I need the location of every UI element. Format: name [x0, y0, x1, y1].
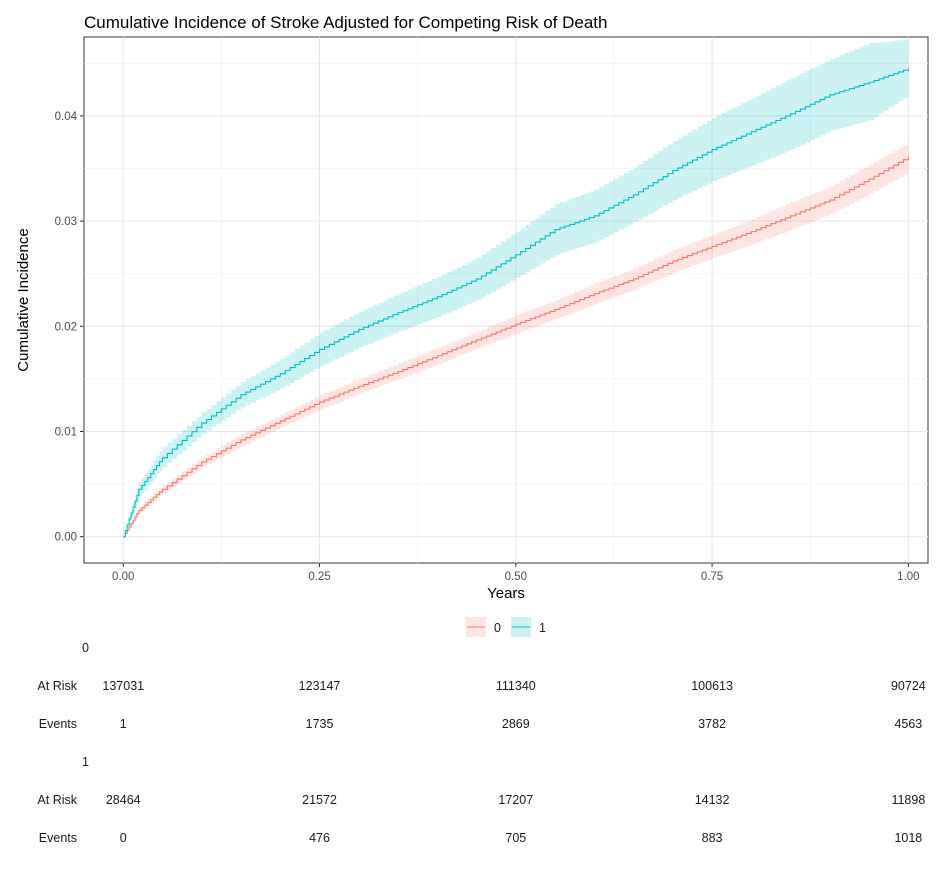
plot-panel — [83, 36, 929, 564]
y-tick-label: 0.03 — [55, 216, 77, 228]
series-line-0 — [123, 156, 909, 538]
risk-cell: 0 — [120, 831, 127, 845]
y-tick-label: 0.01 — [55, 427, 77, 439]
x-axis-title: Years — [487, 585, 525, 602]
risk-cell: 137031 — [102, 679, 144, 693]
risk-cell: 3782 — [698, 717, 726, 731]
x-tick-label: 0.50 — [505, 571, 527, 583]
y-axis-title: Cumulative Incidence — [15, 228, 32, 371]
risk-cell: 1 — [120, 717, 127, 731]
risk-row-label: Events — [39, 717, 77, 731]
risk-cell: 883 — [702, 831, 723, 845]
risk-cell: 111340 — [496, 679, 536, 693]
risk-cell: 28464 — [106, 793, 141, 807]
risk-group-label: 0 — [82, 641, 89, 655]
legend-label-0: 0 — [494, 621, 501, 635]
risk-cell: 90724 — [891, 679, 926, 693]
y-tick-label: 0.00 — [55, 532, 77, 544]
risk-cell: 14132 — [695, 793, 730, 807]
risk-cell: 21572 — [302, 793, 337, 807]
x-tick-label: 0.00 — [112, 571, 134, 583]
risk-cell: 1735 — [306, 717, 334, 731]
risk-cell: 1018 — [894, 831, 922, 845]
confidence-band-0 — [123, 142, 909, 537]
risk-cell: 2869 — [502, 717, 530, 731]
risk-cell: 123147 — [299, 679, 341, 693]
risk-row-label: At Risk — [37, 679, 77, 693]
confidence-bands — [123, 39, 909, 537]
risk-row-label: Events — [39, 831, 77, 845]
x-axis-ticks: 0.00 0.25 0.50 0.75 1.00 — [112, 563, 920, 583]
risk-cell: 100613 — [691, 679, 733, 693]
risk-cell: 4563 — [894, 717, 922, 731]
series-line-1 — [123, 68, 909, 538]
x-tick-label: 0.25 — [308, 571, 330, 583]
risk-row-label: At Risk — [37, 793, 77, 807]
risk-group-label: 1 — [82, 755, 89, 769]
risk-table: 0 At Risk 137031 123147 111340 100613 90724 Eve… — [37, 641, 925, 845]
y-axis-ticks: 0.00 0.01 0.02 0.03 0.04 — [55, 111, 84, 544]
x-tick-label: 1.00 — [897, 571, 919, 583]
x-tick-label: 0.75 — [701, 571, 723, 583]
confidence-band-1 — [123, 39, 909, 537]
legend-label-1: 1 — [539, 621, 546, 635]
risk-cell: 17207 — [498, 793, 533, 807]
grid-minor — [84, 37, 928, 563]
series-lines — [123, 68, 909, 538]
risk-cell: 11898 — [891, 793, 925, 807]
y-tick-label: 0.04 — [55, 111, 78, 123]
risk-cell: 705 — [505, 831, 526, 845]
y-tick-label: 0.02 — [55, 321, 77, 333]
risk-cell: 476 — [309, 831, 330, 845]
chart-title: Cumulative Incidence of Stroke Adjusted … — [84, 13, 608, 32]
